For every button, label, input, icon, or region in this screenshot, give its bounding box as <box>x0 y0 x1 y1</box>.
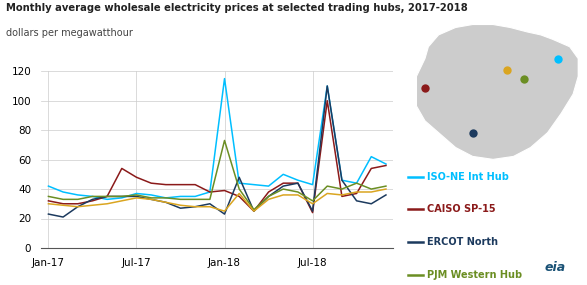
Text: ERCOT North: ERCOT North <box>427 237 498 247</box>
Polygon shape <box>417 25 578 159</box>
Text: CAISO SP-15: CAISO SP-15 <box>427 204 496 215</box>
Text: ISO-NE Int Hub: ISO-NE Int Hub <box>427 172 509 182</box>
Text: PJM Western Hub: PJM Western Hub <box>427 270 522 280</box>
Text: eia: eia <box>544 260 565 274</box>
Text: Monthly average wholesale electricity prices at selected trading hubs, 2017-2018: Monthly average wholesale electricity pr… <box>6 3 468 13</box>
Text: dollars per megawatthour: dollars per megawatthour <box>6 28 133 38</box>
